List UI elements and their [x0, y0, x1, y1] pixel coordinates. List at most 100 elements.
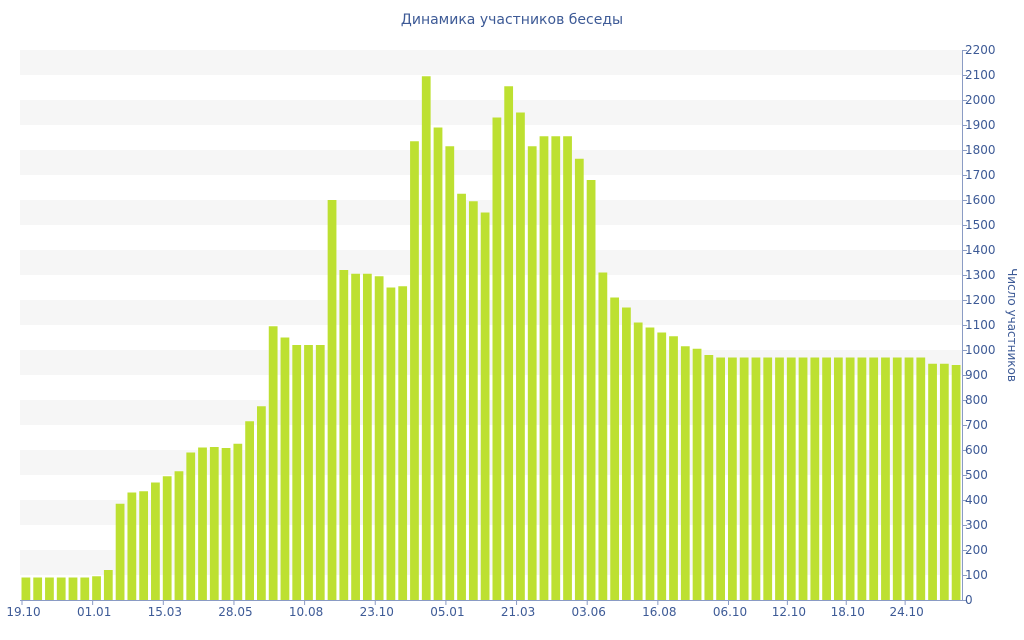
y-tick-label: 600 — [965, 443, 988, 457]
x-tick-label: 06.10 — [713, 605, 747, 619]
grid-bands — [20, 50, 962, 575]
y-tick-label: 2100 — [965, 68, 996, 82]
y-tick-label: 200 — [965, 543, 988, 557]
bars — [21, 76, 961, 600]
bar — [692, 348, 702, 600]
grid-band — [20, 350, 962, 375]
y-tick-label: 400 — [965, 493, 988, 507]
bar — [374, 276, 384, 600]
bar — [127, 492, 137, 600]
bar — [775, 357, 784, 600]
grid-band — [20, 50, 962, 75]
bar — [174, 471, 184, 600]
bar — [892, 357, 902, 600]
grid-band — [20, 250, 962, 275]
bar — [410, 141, 419, 600]
y-tick-label: 1400 — [965, 243, 996, 257]
bar — [445, 146, 455, 600]
bar — [151, 482, 160, 600]
y-tick-label: 1900 — [965, 118, 996, 132]
bar — [480, 212, 490, 600]
bar — [939, 363, 949, 600]
bar — [362, 273, 372, 600]
bar — [492, 117, 502, 600]
chart-title: Динамика участников беседы — [400, 12, 624, 28]
y-tick-label: 1300 — [965, 268, 996, 282]
x-tick-label: 10.08 — [289, 605, 323, 619]
x-tick-label: 24.10 — [889, 605, 923, 619]
grid-band — [20, 150, 962, 175]
y-tick-label: 800 — [965, 393, 988, 407]
bar — [728, 357, 737, 600]
x-tick-label: 05.01 — [430, 605, 464, 619]
bar — [586, 180, 596, 600]
y-tick-label: 1800 — [965, 143, 996, 157]
bar — [433, 127, 443, 600]
bar — [680, 346, 690, 600]
grid-band — [20, 200, 962, 225]
bar — [798, 357, 808, 600]
bar — [951, 365, 961, 600]
bar — [162, 476, 172, 600]
bar — [857, 357, 867, 600]
grid-band — [20, 100, 962, 125]
bar — [398, 286, 408, 600]
x-tick-label: 18.10 — [831, 605, 865, 619]
y-tick-label: 1000 — [965, 343, 996, 357]
bar — [198, 447, 207, 600]
bar — [598, 272, 608, 600]
bar — [657, 332, 667, 600]
bar — [563, 136, 572, 600]
bar — [280, 337, 290, 600]
x-tick-label: 03.06 — [572, 605, 606, 619]
bar — [786, 357, 796, 600]
bar — [822, 357, 831, 600]
bar — [704, 355, 714, 600]
bar — [622, 307, 631, 600]
y-tick-label: 900 — [965, 368, 988, 382]
bar — [45, 577, 54, 600]
bar — [516, 112, 525, 600]
y-tick-label: 0 — [965, 593, 973, 607]
bar — [268, 326, 278, 600]
bar — [610, 297, 620, 600]
bar — [304, 345, 313, 600]
bar — [763, 357, 773, 600]
x-axis-ticks: 19.10 01.01 15.03 28.05 10.08 23.10 05.01 21.03… — [6, 600, 924, 619]
bar — [468, 201, 478, 600]
bar — [80, 577, 90, 600]
bar — [209, 447, 219, 600]
bar — [739, 357, 749, 600]
grid-band — [20, 300, 962, 325]
bar — [457, 193, 466, 600]
x-tick-label: 01.01 — [77, 605, 111, 619]
x-tick-label: 16.08 — [642, 605, 676, 619]
y-tick-label: 1500 — [965, 218, 996, 232]
y-tick-label: 300 — [965, 518, 988, 532]
y-tick-label: 700 — [965, 418, 988, 432]
bar — [633, 322, 643, 600]
bar — [103, 570, 113, 600]
bar — [315, 345, 325, 600]
bar — [916, 357, 926, 600]
bar — [186, 452, 196, 600]
bar — [221, 448, 231, 600]
bar — [292, 345, 302, 600]
bar — [810, 357, 820, 600]
y-axis-ticks: 0 100 200 300 400 500 600 700 800 900 1000 1100 1200… — [962, 43, 996, 607]
grid-band — [20, 550, 962, 575]
bar — [833, 357, 843, 600]
y-tick-label: 2000 — [965, 93, 996, 107]
grid-band — [20, 400, 962, 425]
bar — [327, 200, 337, 600]
bar — [751, 357, 761, 600]
bar — [928, 363, 937, 600]
bar — [574, 158, 584, 600]
grid-band — [20, 500, 962, 525]
bar — [351, 273, 360, 600]
x-tick-label: 21.03 — [501, 605, 535, 619]
bar — [904, 357, 914, 600]
y-tick-label: 100 — [965, 568, 988, 582]
